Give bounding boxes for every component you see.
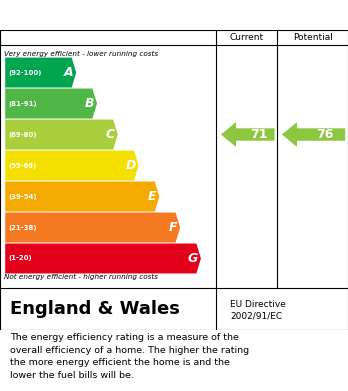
Text: (1-20): (1-20): [8, 255, 32, 262]
Text: England & Wales: England & Wales: [10, 300, 180, 318]
Text: (69-80): (69-80): [8, 131, 37, 138]
Polygon shape: [221, 122, 275, 147]
Polygon shape: [5, 151, 139, 181]
Polygon shape: [5, 57, 76, 88]
Text: 76: 76: [316, 128, 333, 141]
Text: (81-91): (81-91): [8, 100, 37, 106]
Text: Energy Efficiency Rating: Energy Efficiency Rating: [10, 8, 220, 23]
Text: A: A: [64, 66, 73, 79]
Polygon shape: [5, 213, 180, 242]
Text: 71: 71: [250, 128, 268, 141]
Text: (21-38): (21-38): [8, 224, 37, 231]
Polygon shape: [5, 88, 97, 118]
Text: 2002/91/EC: 2002/91/EC: [230, 311, 283, 320]
Polygon shape: [282, 122, 345, 147]
Text: B: B: [85, 97, 94, 110]
Text: Current: Current: [230, 34, 264, 43]
Polygon shape: [5, 120, 118, 149]
Text: D: D: [125, 159, 136, 172]
Text: C: C: [106, 128, 115, 141]
Text: (55-68): (55-68): [8, 163, 36, 169]
Text: Not energy efficient - higher running costs: Not energy efficient - higher running co…: [4, 274, 158, 280]
Text: (92-100): (92-100): [8, 70, 41, 75]
Text: The energy efficiency rating is a measure of the
overall efficiency of a home. T: The energy efficiency rating is a measur…: [10, 334, 250, 380]
Text: Potential: Potential: [293, 34, 333, 43]
Text: F: F: [169, 221, 177, 234]
Text: EU Directive: EU Directive: [230, 300, 286, 309]
Polygon shape: [5, 244, 201, 273]
Text: Very energy efficient - lower running costs: Very energy efficient - lower running co…: [4, 50, 158, 57]
Text: E: E: [148, 190, 157, 203]
Polygon shape: [5, 181, 159, 212]
Text: (39-54): (39-54): [8, 194, 37, 199]
Text: G: G: [188, 252, 198, 265]
